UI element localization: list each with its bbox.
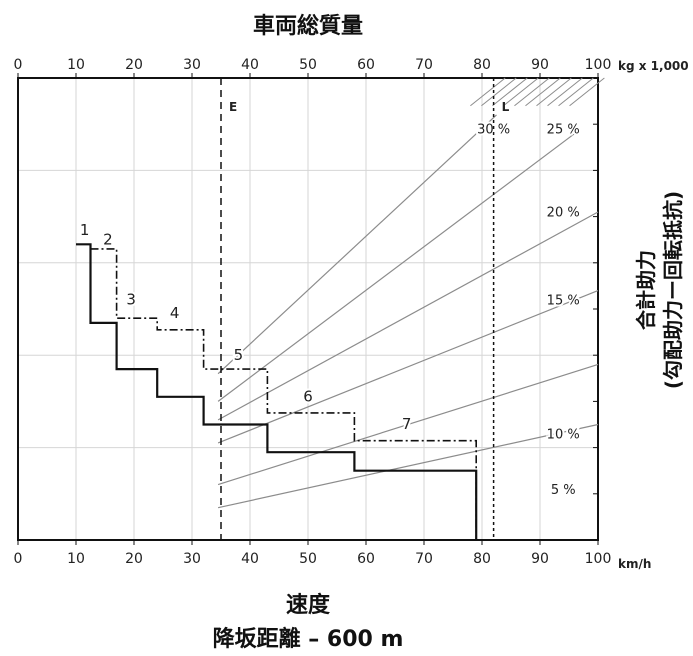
grade-hatch <box>492 77 528 107</box>
y-axis-title-line2: (勾配助力ー回転抵抗) <box>661 191 685 389</box>
grade-hatch <box>547 77 583 107</box>
gear-label: 1 <box>80 221 90 239</box>
series-line-dashdot <box>90 248 477 540</box>
gear-label: 5 <box>234 346 244 364</box>
x-tick-label: 60 <box>357 551 375 567</box>
top-tick-label: 10 <box>67 57 85 73</box>
x-tick-label: 0 <box>14 551 23 567</box>
grade-hatch <box>536 77 572 107</box>
gear-labels: 12 3 4 5 6 7 <box>78 219 413 435</box>
gear-label: 4 <box>170 304 180 322</box>
grade-hatch <box>481 77 517 107</box>
top-tick-label: 60 <box>357 57 375 73</box>
x-tick-label: 80 <box>473 551 491 567</box>
x-tick-label: 50 <box>299 551 317 567</box>
top-tick-label: 0 <box>14 57 23 73</box>
top-tick-label: 90 <box>531 57 549 73</box>
gear-label: 7 <box>402 415 412 433</box>
marker-label-L: L <box>502 100 510 114</box>
marker-label-E: E <box>229 100 237 114</box>
x-tick-label: 40 <box>241 551 259 567</box>
grade-lines: 30 % 25 % 20 % 15 % 10 % 5 % <box>217 77 605 509</box>
x-axis-title: 速度 <box>286 592 331 618</box>
x-tick-label: 20 <box>125 551 143 567</box>
grade-line <box>217 132 576 402</box>
top-axis-ticks: 0 10 20 30 40 50 60 70 80 90 100 <box>14 57 612 78</box>
top-tick-label: 70 <box>415 57 433 73</box>
chart-title: 車両総質量 <box>253 13 363 39</box>
gear-label: 6 <box>303 387 313 405</box>
series-line-solid <box>76 243 478 540</box>
grade-line <box>217 289 599 444</box>
x-tick-label: 90 <box>531 551 549 567</box>
x-axis-unit: km/h <box>618 557 651 571</box>
x-axis-ticks: 0 10 20 30 40 50 60 70 80 90 100 <box>14 123 612 567</box>
grade-line <box>217 114 497 375</box>
grade-hatch <box>503 77 539 107</box>
grade-hatch <box>525 77 561 107</box>
gear-label: 3 <box>126 290 136 308</box>
x-tick-label: 30 <box>183 551 201 567</box>
top-tick-label: 30 <box>183 57 201 73</box>
grade-label: 25 % <box>547 122 580 137</box>
grid <box>18 78 598 540</box>
grade-line <box>217 211 599 421</box>
grade-line <box>217 423 599 509</box>
grade-label: 30 % <box>477 122 510 137</box>
top-tick-label: 50 <box>299 57 317 73</box>
top-tick-label: 80 <box>473 57 491 73</box>
grade-label: 10 % <box>547 427 580 442</box>
top-tick-label: 40 <box>241 57 259 73</box>
grade-label: 20 % <box>547 206 580 221</box>
grade-label: 5 % <box>551 483 576 498</box>
grade-hatch <box>470 77 506 107</box>
gear-label: 2 <box>103 230 113 248</box>
top-axis-unit: kg x 1,000 <box>618 59 689 73</box>
grade-hatch <box>514 77 550 107</box>
x-tick-label: 70 <box>415 551 433 567</box>
grade-line <box>217 363 599 486</box>
y-axis-title-line1: 合計助力 <box>634 250 658 330</box>
grade-hatch <box>569 77 605 107</box>
top-tick-label: 100 <box>585 57 612 73</box>
grade-hatch <box>558 77 594 107</box>
x-tick-label: 10 <box>67 551 85 567</box>
top-tick-label: 20 <box>125 57 143 73</box>
x-axis-subtitle: 降坂距離 – 600 m <box>213 626 404 652</box>
x-tick-label: 100 <box>585 551 612 567</box>
grade-label: 15 % <box>547 293 580 308</box>
series-lines <box>76 243 478 540</box>
